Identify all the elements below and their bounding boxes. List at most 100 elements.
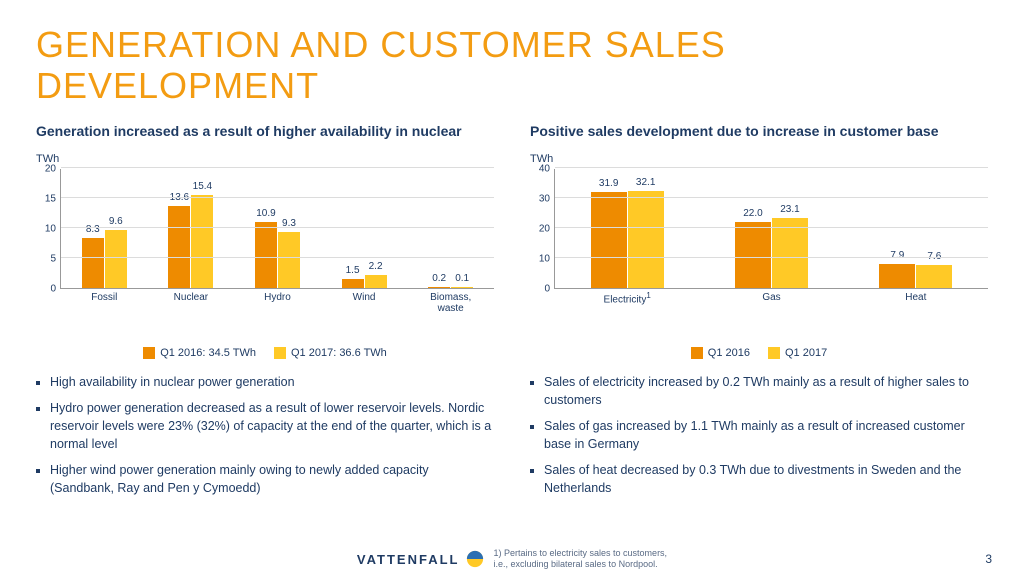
left-legend: Q1 2016: 34.5 TWh Q1 2017: 36.6 TWh xyxy=(36,347,494,359)
bar: 8.3 xyxy=(82,238,104,288)
left-subheading: Generation increased as a result of high… xyxy=(36,123,494,139)
bar-group: 1.52.2Wind xyxy=(342,275,387,288)
bar-group: 31.932.1Electricity1 xyxy=(591,191,664,287)
bar: 15.4 xyxy=(191,195,213,287)
legend-label: Q1 2017 xyxy=(785,347,827,359)
left-bullets: High availability in nuclear power gener… xyxy=(36,373,494,498)
y-tick: 40 xyxy=(539,163,550,174)
bar: 0.2 xyxy=(428,287,450,288)
bar-value-label: 8.3 xyxy=(86,224,100,235)
footer: VATTENFALL 1) Pertains to electricity sa… xyxy=(0,548,1024,570)
bar-value-label: 0.1 xyxy=(455,273,469,284)
bar-value-label: 7.9 xyxy=(890,250,904,261)
bar: 9.6 xyxy=(105,230,127,288)
bullet-item: High availability in nuclear power gener… xyxy=(50,373,494,391)
category-label: Fossil xyxy=(69,292,139,303)
bar-value-label: 10.9 xyxy=(256,208,275,219)
bar-value-label: 0.2 xyxy=(432,273,446,284)
y-tick: 15 xyxy=(45,193,56,204)
legend-label: Q1 2016: 34.5 TWh xyxy=(160,347,256,359)
legend-swatch xyxy=(143,347,155,359)
bar: 2.2 xyxy=(365,275,387,288)
bar: 32.1 xyxy=(628,191,664,287)
bar-group: 22.023.1Gas xyxy=(735,218,808,287)
bar: 7.6 xyxy=(916,265,952,288)
gridline xyxy=(555,197,988,198)
bar-value-label: 1.5 xyxy=(346,265,360,276)
bar-group: 10.99.3Hydro xyxy=(255,222,300,287)
bar: 7.9 xyxy=(879,264,915,288)
right-chart-unit: TWh xyxy=(530,153,988,165)
gridline xyxy=(61,197,494,198)
category-label: Heat xyxy=(881,292,951,303)
bar-group: 7.97.6Heat xyxy=(879,264,952,288)
y-tick: 5 xyxy=(50,253,56,264)
footnote-line-2: i.e., excluding bilateral sales to Nordp… xyxy=(494,559,668,570)
right-y-axis: 010203040 xyxy=(530,169,554,289)
y-tick: 10 xyxy=(45,223,56,234)
bar-value-label: 15.4 xyxy=(193,181,212,192)
legend-label: Q1 2016 xyxy=(708,347,750,359)
category-label: Electricity1 xyxy=(592,292,662,305)
brand-text: VATTENFALL xyxy=(357,552,460,567)
bar-group: 8.39.6Fossil xyxy=(82,230,127,288)
legend-item: Q1 2016: 34.5 TWh xyxy=(143,347,256,359)
bar-value-label: 22.0 xyxy=(743,208,762,219)
bullet-item: Sales of gas increased by 1.1 TWh mainly… xyxy=(544,417,988,453)
right-subheading: Positive sales development due to increa… xyxy=(530,123,988,139)
legend-item: Q1 2017: 36.6 TWh xyxy=(274,347,387,359)
bullet-item: Hydro power generation decreased as a re… xyxy=(50,399,494,453)
brand-logo: VATTENFALL xyxy=(357,550,484,568)
bullet-item: Sales of electricity increased by 0.2 TW… xyxy=(544,373,988,409)
bar: 1.5 xyxy=(342,279,364,288)
bar: 23.1 xyxy=(772,218,808,287)
legend-swatch xyxy=(768,347,780,359)
gridline xyxy=(555,167,988,168)
left-chart-unit: TWh xyxy=(36,153,494,165)
y-tick: 0 xyxy=(50,283,56,294)
bar-value-label: 31.9 xyxy=(599,178,618,189)
category-label: Biomass, waste xyxy=(416,292,486,314)
y-tick: 20 xyxy=(45,163,56,174)
gridline xyxy=(61,257,494,258)
bar-value-label: 32.1 xyxy=(636,177,655,188)
category-label: Hydro xyxy=(242,292,312,303)
bar-value-label: 2.2 xyxy=(369,261,383,272)
bar-value-label: 9.6 xyxy=(109,216,123,227)
vattenfall-icon xyxy=(466,550,484,568)
legend-item: Q1 2016 xyxy=(691,347,750,359)
left-y-axis: 05101520 xyxy=(36,169,60,289)
right-plot-area: 31.932.1Electricity1 22.023.1Gas 7.97.6Hea… xyxy=(554,169,988,289)
y-tick: 0 xyxy=(544,283,550,294)
sales-chart: 010203040 31.932.1Electricity122.023.1Ga… xyxy=(530,169,988,319)
legend-swatch xyxy=(691,347,703,359)
legend-label: Q1 2017: 36.6 TWh xyxy=(291,347,387,359)
bar-value-label: 23.1 xyxy=(780,204,799,215)
page-number: 3 xyxy=(985,552,992,566)
right-legend: Q1 2016 Q1 2017 xyxy=(530,347,988,359)
page-title: GENERATION AND CUSTOMER SALES DEVELOPMEN… xyxy=(0,0,1024,113)
category-label: Wind xyxy=(329,292,399,303)
y-tick: 10 xyxy=(539,253,550,264)
left-column: Generation increased as a result of high… xyxy=(36,123,494,506)
bar: 13.6 xyxy=(168,206,190,288)
gridline xyxy=(555,257,988,258)
two-column-layout: Generation increased as a result of high… xyxy=(0,113,1024,506)
gridline xyxy=(61,167,494,168)
category-label: Nuclear xyxy=(156,292,226,303)
legend-swatch xyxy=(274,347,286,359)
bar: 22.0 xyxy=(735,222,771,288)
y-tick: 30 xyxy=(539,193,550,204)
bullet-item: Sales of heat decreased by 0.3 TWh due t… xyxy=(544,461,988,497)
bar: 31.9 xyxy=(591,192,627,288)
footnote-line-1: 1) Pertains to electricity sales to cust… xyxy=(494,548,668,559)
left-plot-area: 8.39.6Fossil13.615.4Nuclear10.99.3Hydro1… xyxy=(60,169,494,289)
bar: 9.3 xyxy=(278,232,300,288)
gridline xyxy=(555,227,988,228)
bar: 0.1 xyxy=(451,287,473,288)
category-label: Gas xyxy=(736,292,806,303)
generation-chart: 05101520 8.39.6Fossil13.615.4Nuclear10.9… xyxy=(36,169,494,319)
right-column: Positive sales development due to increa… xyxy=(530,123,988,506)
legend-item: Q1 2017 xyxy=(768,347,827,359)
footnote: 1) Pertains to electricity sales to cust… xyxy=(494,548,668,570)
